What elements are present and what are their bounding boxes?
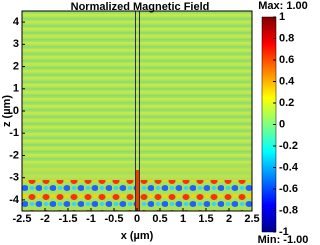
colorbar-tick-label: 0.2 [279, 97, 294, 109]
y-tick-label: -2 [9, 149, 19, 161]
y-tick-label: -3 [9, 172, 19, 184]
colorbar-tick-label: -1 [279, 226, 289, 238]
x-tick-label: 0.5 [152, 213, 167, 225]
colorbar-tick-label: -0.8 [279, 204, 298, 216]
y-axis-label: z (µm) [1, 95, 13, 127]
colorbar-tick-label: 0 [279, 118, 285, 130]
x-tick-label: -2 [40, 213, 50, 225]
colorbar-tick-label: -0.2 [279, 140, 298, 152]
max-label: Max: 1.00 [258, 0, 308, 12]
x-tick-label: 2.5 [244, 213, 259, 225]
colorbar-tick-label: 0.6 [279, 54, 294, 66]
colorbar-tick-label: -0.6 [279, 183, 298, 195]
x-tick-label: -0.5 [105, 213, 124, 225]
y-tick-label: 4 [13, 16, 20, 28]
colorbar-tick-label: 0.8 [279, 32, 294, 44]
colorbar-tick-label: 0.4 [279, 75, 295, 87]
heatmap-image [22, 11, 252, 211]
y-tick-label: -1 [9, 127, 19, 139]
x-tick-label: 1.5 [198, 213, 213, 225]
x-tick-label: -2.5 [13, 213, 32, 225]
x-tick-label: 2 [226, 213, 232, 225]
x-tick-label: 1 [180, 213, 186, 225]
x-tick-label: -1 [86, 213, 96, 225]
y-tick-label: 3 [13, 38, 19, 50]
min-label: Min: -1.00 [258, 234, 309, 245]
chart-title: Normalized Magnetic Field [71, 1, 210, 13]
x-axis-label: x (µm) [121, 230, 154, 242]
colorbar-tick-label: -0.4 [279, 161, 299, 173]
y-tick-label: -4 [9, 194, 20, 206]
y-tick-label: 1 [13, 83, 19, 95]
y-tick-label: 2 [13, 60, 19, 72]
x-tick-label: -1.5 [59, 213, 78, 225]
colorbar-tick-label: 1 [279, 11, 285, 23]
x-tick-label: 0 [134, 213, 140, 225]
y-tick-label: 0 [13, 105, 19, 117]
